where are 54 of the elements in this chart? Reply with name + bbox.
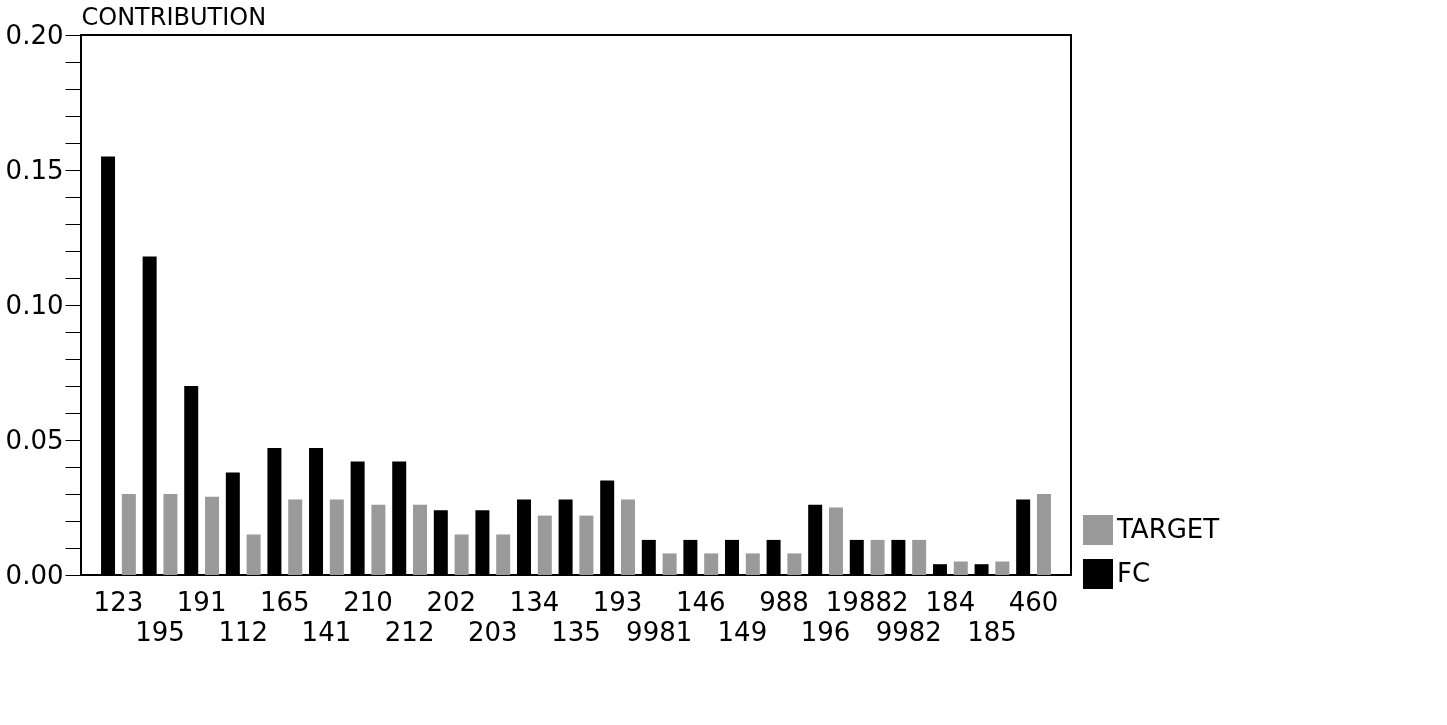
bar [912,539,927,575]
bar [621,499,635,575]
x-tick-label: 123 [93,586,144,617]
x-tick-label: 196 [800,616,851,647]
bar [579,515,594,575]
bar [121,494,136,575]
x-tick-label: 210 [343,586,393,617]
x-tick-label: 135 [551,616,601,647]
bar [953,561,968,575]
x-tick-label: 195 [135,616,185,647]
x-tick-label: 460 [1008,586,1059,617]
x-tick-label: 191 [176,586,227,617]
bar [454,534,469,575]
bar [995,561,1010,575]
x-tick-label: 212 [384,616,435,647]
bar [371,504,386,575]
bar [496,534,511,575]
bar [704,553,719,575]
y-tick-label: 0.20 [5,19,64,50]
x-tick-label: 146 [675,586,726,617]
bar [537,515,552,575]
x-tick-label: 9982 [875,616,942,647]
x-tick-label: 988 [759,586,809,617]
bar [329,499,344,575]
bar [870,539,885,575]
bar [205,496,220,575]
legend-label: FC [1117,558,1151,588]
x-tick-label: 193 [592,586,643,617]
x-tick-label: 203 [467,616,518,647]
x-tick-label: 141 [301,616,352,647]
x-tick-label: 9981 [626,616,693,647]
x-tick-label: 112 [218,616,269,647]
bar [163,494,178,575]
y-tick-label: 0.10 [5,289,64,320]
x-tick-label: 202 [426,586,477,617]
y-tick-label: 0.05 [5,424,64,455]
x-tick-label: 165 [260,586,310,617]
x-tick-label: 185 [967,616,1017,647]
bar [1036,494,1051,575]
bar [288,499,303,575]
bar [828,507,843,575]
x-tick-label: 184 [925,586,976,617]
y-axis-title: CONTRIBUTION [81,2,267,31]
bar [246,534,261,575]
x-tick-label: 19882 [825,586,909,617]
x-tick-label: 134 [509,586,560,617]
bar [662,553,677,575]
y-tick-label: 0.15 [5,154,64,185]
bar [413,504,428,575]
bar [745,553,760,575]
legend-label: TARGET [1116,514,1220,544]
x-tick-label: 149 [717,616,768,647]
bar [787,553,802,575]
y-tick-label: 0.00 [5,559,64,590]
